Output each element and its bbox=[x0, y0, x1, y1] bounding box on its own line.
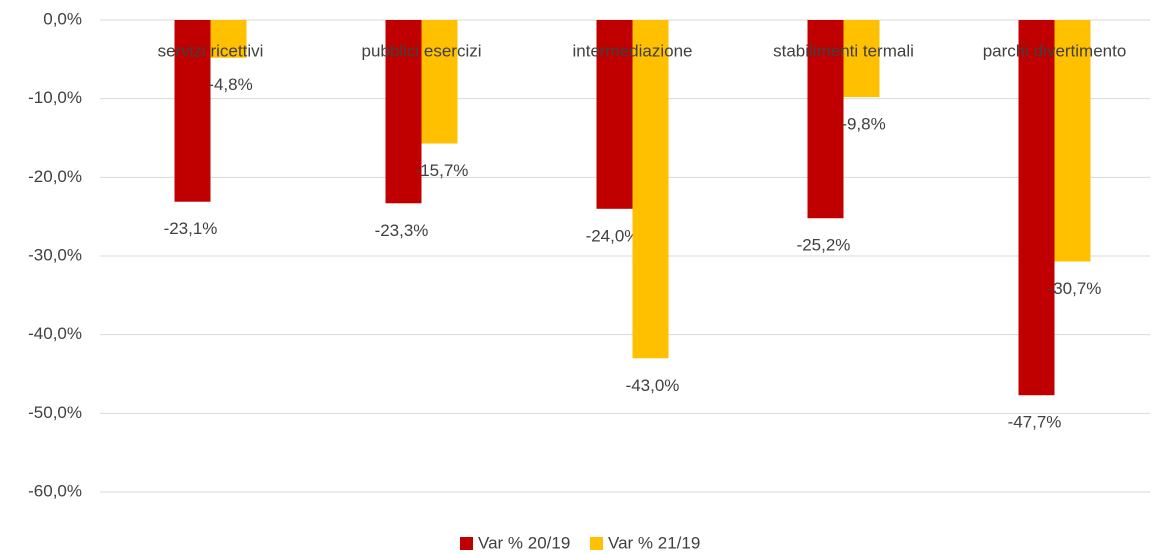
data-label: -15,7% bbox=[415, 161, 469, 180]
data-label: -25,2% bbox=[797, 236, 851, 255]
bar bbox=[596, 20, 633, 209]
bar bbox=[421, 20, 458, 144]
data-label: -23,1% bbox=[164, 219, 218, 238]
y-tick-label: -50,0% bbox=[28, 403, 82, 422]
bar bbox=[632, 20, 669, 359]
legend-swatch bbox=[460, 537, 473, 550]
category-label: stabilimenti termali bbox=[773, 41, 914, 60]
y-tick-label: -30,0% bbox=[28, 245, 82, 264]
data-label: -30,7% bbox=[1048, 279, 1102, 298]
category-label: pubblici esercizi bbox=[362, 41, 482, 60]
y-tick-label: -60,0% bbox=[28, 481, 82, 500]
y-tick-label: 0,0% bbox=[43, 9, 82, 28]
data-label: -23,3% bbox=[375, 221, 429, 240]
y-tick-label: -10,0% bbox=[28, 88, 82, 107]
legend-label: Var % 21/19 bbox=[608, 533, 700, 552]
data-label: -9,8% bbox=[841, 115, 885, 134]
bar bbox=[174, 20, 211, 202]
data-label: -24,0% bbox=[586, 226, 640, 245]
y-tick-label: -40,0% bbox=[28, 324, 82, 343]
bar bbox=[843, 20, 880, 98]
bar bbox=[1018, 20, 1055, 396]
category-label: servizi ricettivi bbox=[158, 41, 264, 60]
bar bbox=[807, 20, 844, 219]
y-tick-label: -20,0% bbox=[28, 167, 82, 186]
legend-swatch bbox=[590, 537, 603, 550]
data-label: -47,7% bbox=[1008, 413, 1062, 432]
category-label: intermediazione bbox=[572, 41, 692, 60]
category-label: parchi divertimento bbox=[983, 41, 1127, 60]
data-label: -43,0% bbox=[626, 376, 680, 395]
bar bbox=[1054, 20, 1091, 262]
legend-label: Var % 20/19 bbox=[478, 533, 570, 552]
bar bbox=[385, 20, 422, 204]
bar bbox=[210, 20, 247, 58]
data-label: -4,8% bbox=[208, 75, 252, 94]
